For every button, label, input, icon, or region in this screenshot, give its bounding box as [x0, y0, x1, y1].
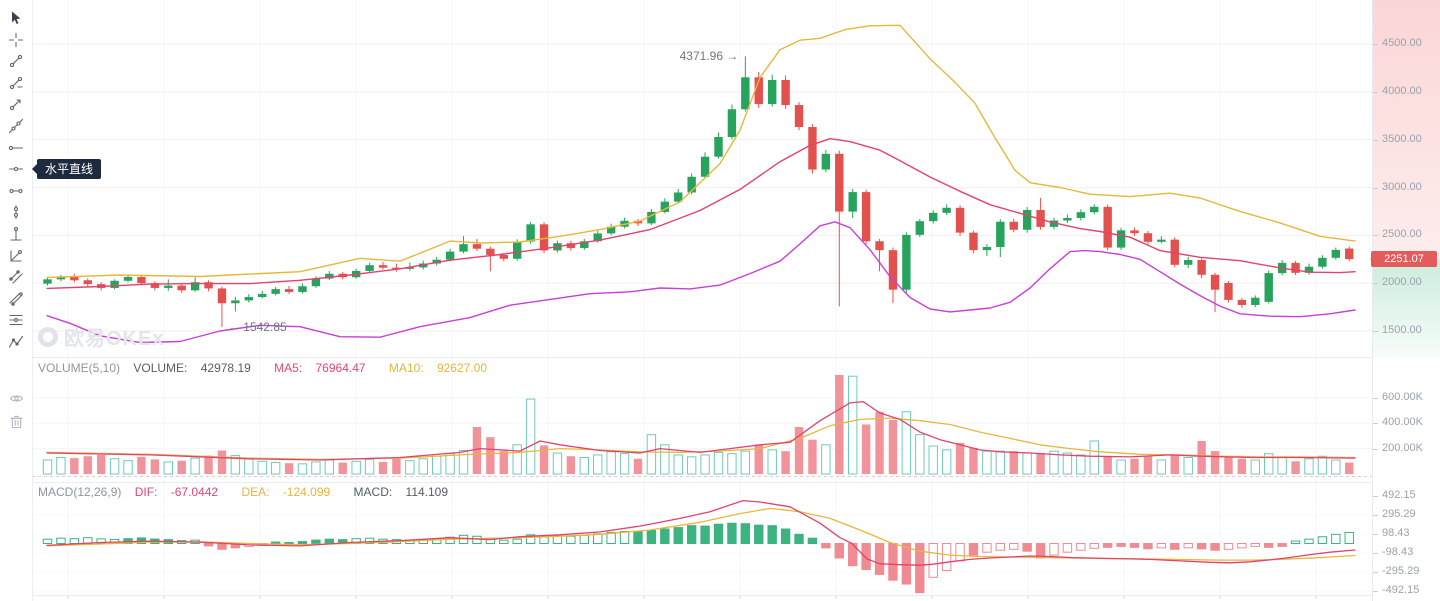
chart-canvas[interactable]: 4371.96 → ← 1542.85 [32, 0, 1372, 601]
fib-lines-icon [9, 315, 23, 326]
axis-label: 3500.00 [1373, 133, 1422, 145]
price-axis[interactable]: 4500.00 4000.00 3500.00 3000.00 2500.00 2000.… [1370, 0, 1440, 601]
vertical-line-icon [13, 205, 19, 220]
low-price-annotation: ← 1542.85 [228, 320, 287, 334]
tool-eye-icon[interactable] [7, 389, 25, 407]
axis-label: 200.00K [1373, 442, 1423, 454]
axis-label: 600.00K [1373, 391, 1423, 403]
axis-label: 4000.00 [1373, 85, 1422, 97]
crosshair-icon [8, 32, 24, 47]
price-axis-upside-gradient [1373, 0, 1440, 259]
delete-icon [9, 415, 23, 428]
tool-angle-line-icon[interactable] [7, 247, 25, 265]
drawing-toolbar [0, 0, 33, 601]
axis-label: 4500.00 [1373, 37, 1422, 49]
tool-extended-line-icon[interactable] [7, 117, 25, 135]
panel-separator[interactable] [0, 482, 1440, 483]
volume-value: VOLUME: 42978.19 [133, 361, 251, 375]
angle-line-icon [10, 249, 22, 262]
volume-indicator-name: VOLUME(5,10) [38, 361, 121, 375]
tool-ray-line-icon[interactable] [7, 182, 25, 200]
eye-icon [9, 395, 23, 401]
axis-label: -492.15 [1373, 584, 1419, 596]
tooltip-label: 水平直线 [45, 162, 94, 176]
axis-label: 295.29 [1373, 508, 1416, 520]
axis-label: 3000.00 [1373, 181, 1422, 193]
ray-line-icon [9, 188, 23, 193]
chart-pattern-icon [8, 335, 24, 348]
horizontal-line-icon [8, 167, 24, 172]
macd-dea-value: DEA: -124.099 [241, 485, 331, 499]
macd-dif-value: DIF: -67.0442 [134, 485, 219, 499]
extended-line-icon [8, 118, 24, 134]
axis-label: -98.43 [1373, 546, 1413, 558]
tool-price-range-icon[interactable] [7, 225, 25, 243]
tool-trend-line-icon[interactable] [7, 52, 25, 70]
macd-indicator-name: MACD(12,26,9) [38, 485, 122, 499]
info-line-icon [9, 76, 23, 89]
tool-disjoint-channel-icon[interactable] [7, 290, 25, 308]
horizontal-ray-icon [8, 145, 24, 150]
volume-indicator-header[interactable]: VOLUME(5,10) VOLUME: 42978.19 MA5: 76964… [38, 361, 507, 375]
tool-fib-lines-icon[interactable] [7, 311, 25, 329]
disjoint-channel-icon [9, 292, 23, 306]
tool-info-line-icon[interactable] [7, 74, 25, 92]
trend-line-icon [9, 55, 23, 68]
tool-vertical-line-icon[interactable] [7, 203, 25, 221]
macd-value: MACD: 114.109 [353, 485, 449, 499]
axis-label: 492.15 [1373, 489, 1416, 501]
candlestick-chart-svg[interactable]: 4371.96 → ← 1542.85 [32, 0, 1372, 601]
axis-label: 2000.00 [1373, 276, 1422, 288]
volume-ma10-value: MA10: 92627.00 [388, 361, 487, 375]
tool-horizontal-line-icon[interactable] [7, 160, 25, 178]
cursor-icon [12, 11, 21, 24]
parallel-channel-icon [9, 270, 23, 284]
volume-ma5-value: MA5: 76964.47 [274, 361, 366, 375]
axis-label: -295.29 [1373, 565, 1419, 577]
price-axis-downside-gradient [1373, 259, 1440, 357]
tool-chart-pattern-icon[interactable] [7, 333, 25, 351]
tool-delete-icon[interactable] [7, 412, 25, 430]
tool-horizontal-ray-icon[interactable] [7, 139, 25, 157]
tool-cursor-icon[interactable] [7, 9, 25, 27]
axis-label: 2500.00 [1373, 228, 1422, 240]
panel-separator[interactable] [0, 357, 1440, 358]
last-price-badge: 2251.07 [1370, 251, 1437, 268]
tool-arrow-trend-icon[interactable] [7, 95, 25, 113]
time-axis-separator [0, 595, 1440, 596]
axis-label: 1500.00 [1373, 324, 1422, 336]
arrow-trend-icon [9, 99, 21, 111]
axis-label: 400.00K [1373, 416, 1423, 428]
horizontal-line-tooltip: 水平直线 [31, 159, 102, 179]
tool-crosshair-icon[interactable] [7, 31, 25, 49]
tool-parallel-channel-icon[interactable] [7, 268, 25, 286]
high-price-annotation: 4371.96 → [680, 49, 739, 63]
axis-label: 98.43 [1373, 527, 1410, 539]
macd-indicator-header[interactable]: MACD(12,26,9) DIF: -67.0442 DEA: -124.09… [38, 485, 468, 499]
price-range-icon [10, 227, 22, 241]
